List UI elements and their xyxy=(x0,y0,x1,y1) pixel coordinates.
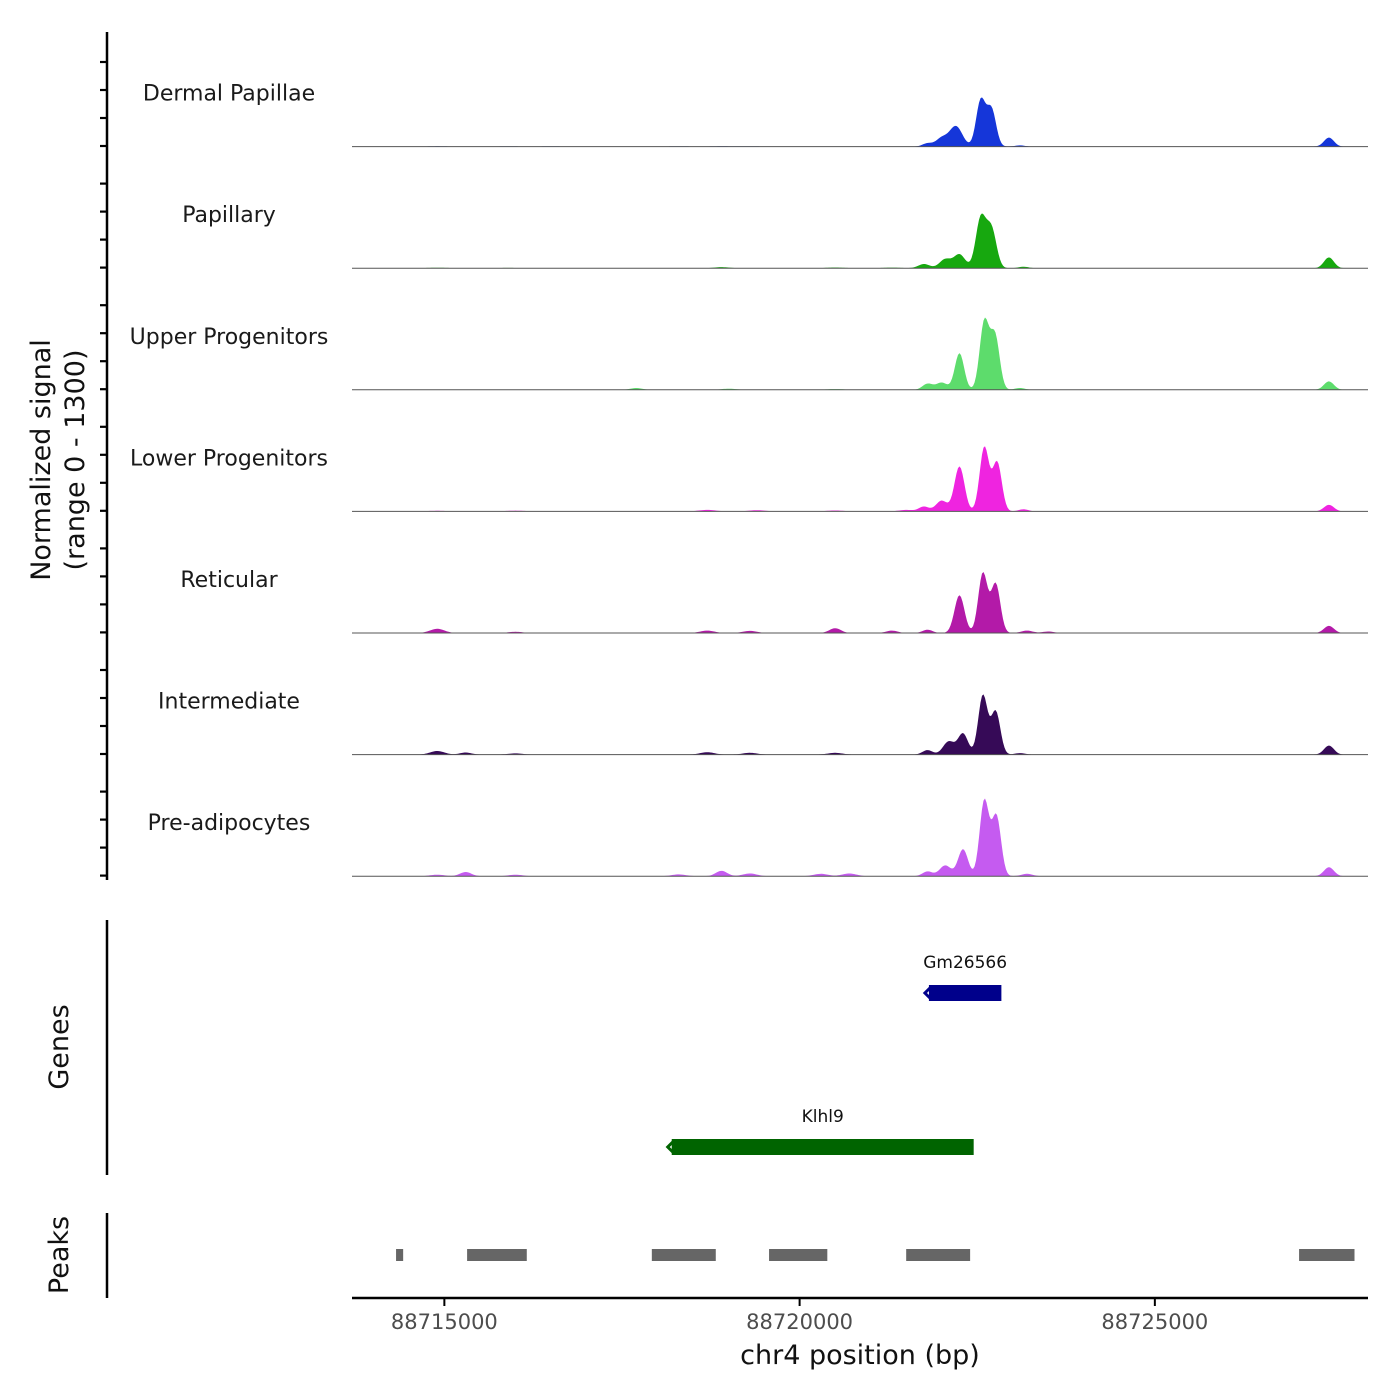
signal-axis-title-line1: Normalized signal xyxy=(26,339,57,581)
peak-region xyxy=(396,1249,404,1261)
track-label-reticular: Reticular xyxy=(180,568,278,593)
signal-area-dermal-papillae xyxy=(352,97,1368,147)
track-label-intermediate: Intermediate xyxy=(158,690,300,715)
x-tick-label: 88720000 xyxy=(746,1310,853,1334)
track-label-papillary: Papillary xyxy=(182,203,276,228)
genes-track: Gm26566 Klhl9 xyxy=(665,953,1007,1155)
signal-area-upper-progenitors xyxy=(352,317,1368,390)
track-label-upper-progenitors: Upper Progenitors xyxy=(130,325,329,350)
signal-area-papillary xyxy=(352,213,1368,269)
x-axis-title: chr4 position (bp) xyxy=(740,1340,980,1371)
track-lower-progenitors: Lower Progenitors xyxy=(130,446,1368,512)
peak-region xyxy=(906,1249,971,1261)
signal-area-reticular xyxy=(352,571,1368,633)
strand-arrow-icon xyxy=(922,985,932,1001)
gene-body xyxy=(928,985,1002,1001)
track-dermal-papillae: Dermal Papillae xyxy=(143,82,1368,148)
strand-arrow-icon xyxy=(665,1139,675,1155)
signal-area-pre-adipocytes xyxy=(352,798,1368,877)
coverage-tracks: Dermal Papillae Papillary Upper Progenitor… xyxy=(130,82,1368,877)
track-label-pre-adipocytes: Pre-adipocytes xyxy=(148,811,311,836)
x-axis-ticks: 88715000 88720000 88725000 xyxy=(391,1298,1208,1334)
peaks-track xyxy=(396,1249,1355,1261)
signal-axis-title-line2: (range 0 - 1300) xyxy=(60,350,91,571)
gene-gm26566: Gm26566 xyxy=(922,953,1007,1001)
x-tick-label: 88725000 xyxy=(1101,1310,1208,1334)
peak-region xyxy=(1299,1249,1355,1261)
peak-region xyxy=(651,1249,716,1261)
signal-area-lower-progenitors xyxy=(352,446,1368,512)
track-intermediate: Intermediate xyxy=(158,690,1368,756)
track-reticular: Reticular xyxy=(180,568,1368,634)
track-papillary: Papillary xyxy=(182,203,1368,269)
peaks-axis-title: Peaks xyxy=(44,1216,75,1294)
signal-area-intermediate xyxy=(352,694,1368,755)
track-upper-progenitors: Upper Progenitors xyxy=(130,317,1368,391)
genes-axis-title: Genes xyxy=(44,1004,75,1089)
gene-label: Klhl9 xyxy=(802,1107,844,1127)
track-label-dermal-papillae: Dermal Papillae xyxy=(143,82,315,107)
gene-body xyxy=(671,1139,974,1155)
signal-y-ticks xyxy=(100,60,107,877)
peak-region xyxy=(769,1249,828,1261)
gene-label: Gm26566 xyxy=(923,953,1007,973)
peak-region xyxy=(467,1249,527,1261)
x-tick-label: 88715000 xyxy=(391,1310,498,1334)
gene-klhl9: Klhl9 xyxy=(665,1107,974,1155)
track-label-lower-progenitors: Lower Progenitors xyxy=(130,446,328,471)
track-pre-adipocytes: Pre-adipocytes xyxy=(148,798,1368,877)
